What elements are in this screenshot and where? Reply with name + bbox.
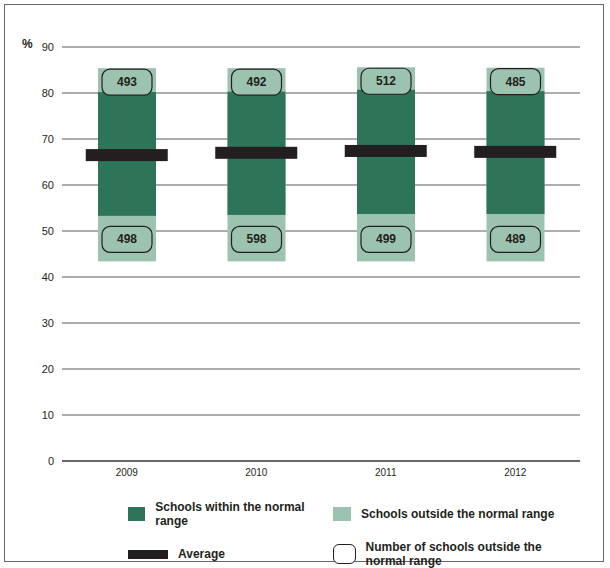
svg-text:2012: 2012	[504, 467, 527, 478]
svg-text:90: 90	[42, 41, 54, 53]
html-text:Number of schools outside the: Number of schools outside the normal ran…	[365, 540, 542, 568]
svg-text:512: 512	[376, 74, 396, 88]
svg-text:2010: 2010	[245, 467, 268, 478]
svg-text:20: 20	[42, 363, 54, 375]
svg-text:10: 10	[42, 409, 54, 421]
svg-text:2009: 2009	[116, 467, 139, 478]
svg-text:60: 60	[42, 179, 54, 191]
svg-text:70: 70	[42, 133, 54, 145]
svg-text:489: 489	[505, 232, 525, 246]
html-text:Schools outside the normal ran: Schools outside the normal range	[361, 507, 555, 521]
html-text:Average: Average	[178, 547, 225, 561]
svg-text:485: 485	[505, 75, 525, 89]
svg-text:499: 499	[376, 232, 396, 246]
svg-text:80: 80	[42, 87, 54, 99]
svg-text:598: 598	[246, 232, 266, 246]
svg-text:40: 40	[42, 271, 54, 283]
svg-text:493: 493	[117, 75, 137, 89]
svg-text:492: 492	[246, 75, 266, 89]
svg-text:0: 0	[48, 455, 54, 467]
svg-text:2011: 2011	[375, 467, 397, 478]
svg-text:30: 30	[42, 317, 54, 329]
svg-text:50: 50	[42, 225, 54, 237]
svg-text:498: 498	[117, 232, 137, 246]
html-text:Schools within the normal rang: Schools within the normal range	[155, 500, 305, 528]
